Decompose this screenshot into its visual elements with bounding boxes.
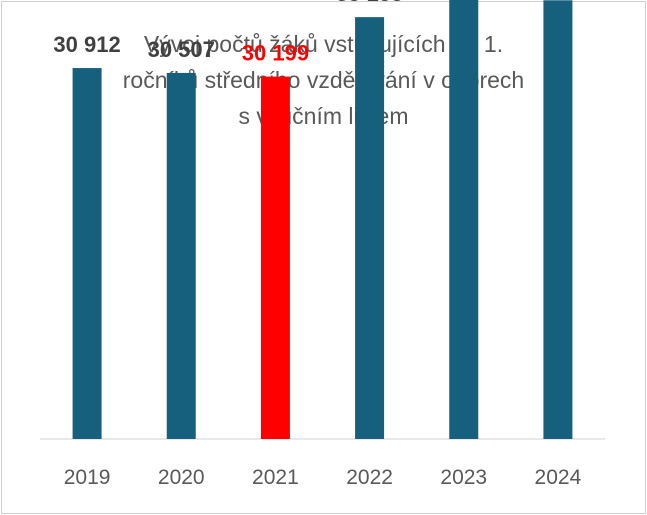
chart-title-line-1: Vývoj počtů žáků vstupujících do 1. (143, 31, 504, 57)
x-tick-label-2022: 2022 (346, 466, 393, 489)
data-label-2020: 30 507 (148, 37, 215, 62)
data-label-2021: 30 199 (242, 41, 309, 66)
bar-2022 (355, 17, 385, 439)
x-tick-label-2023: 2023 (440, 466, 487, 489)
data-label-2022: 35 155 (336, 0, 403, 6)
x-tick-label-2021: 2021 (252, 466, 299, 489)
x-tick-label-2020: 2020 (158, 466, 205, 489)
bar-2021 (260, 76, 290, 439)
x-tick-label-2019: 2019 (64, 466, 111, 489)
bar-2019 (72, 68, 102, 439)
bar-2020 (166, 72, 196, 439)
data-label-2019: 30 912 (53, 32, 120, 57)
bar-2023 (449, 0, 479, 439)
bar-2024 (543, 0, 573, 440)
x-tick-label-2024: 2024 (535, 466, 582, 489)
